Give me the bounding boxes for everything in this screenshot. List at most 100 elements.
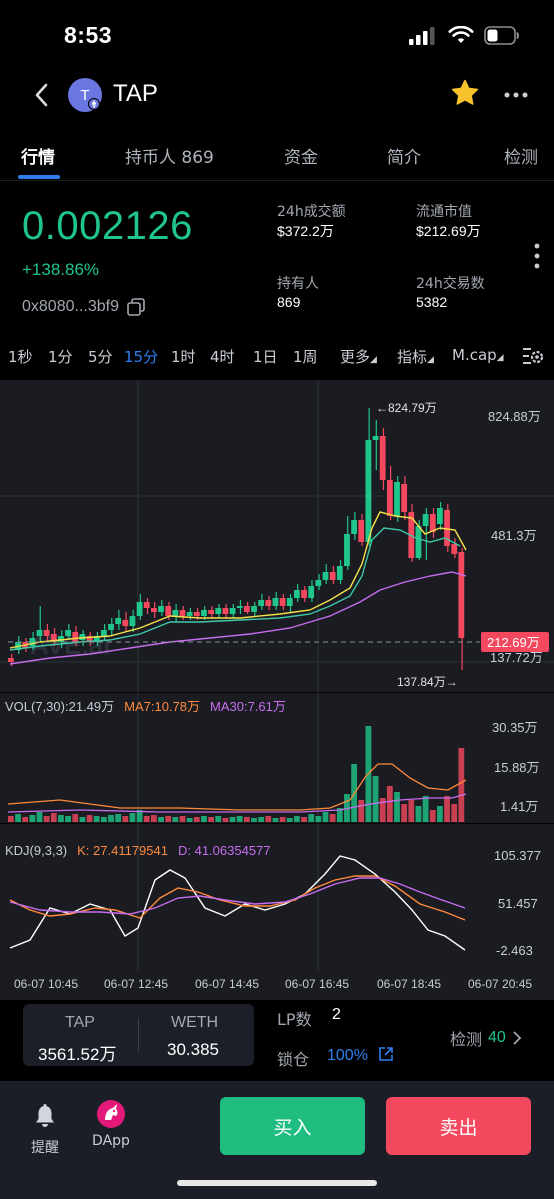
interval-1m[interactable]: 1分 [48, 348, 73, 366]
x-axis-label: 06-07 10:45 [14, 977, 78, 991]
tab-market[interactable]: 行情 [21, 148, 55, 168]
volume-bar [36, 812, 43, 822]
volume-bar [422, 796, 429, 822]
interval-1s[interactable]: 1秒 [8, 348, 33, 366]
token-logo: T [68, 78, 102, 112]
chart-settings-icon[interactable] [521, 345, 545, 367]
candle-body [451, 544, 458, 554]
kdj-y-label-high: 105.377 [494, 848, 541, 863]
candle-body [265, 600, 272, 606]
buy-button[interactable]: 买入 [220, 1097, 365, 1155]
pair-box: TAP 3561.52万 WETH 30.385 [23, 1004, 254, 1066]
tab-holders[interactable]: 持币人 869 [125, 148, 214, 168]
candle-body [437, 508, 443, 524]
interval-1w[interactable]: 1周 [293, 348, 318, 366]
candle-body [243, 606, 250, 612]
kdj-d-line [9, 877, 466, 915]
liquidity-panel: TAP 3561.52万 WETH 30.385 LP数 2 锁仓 100% 检… [0, 1000, 554, 1080]
vol-legend-ma7: MA7:10.78万 [124, 699, 200, 714]
volume-bar [143, 816, 150, 822]
candle-body [193, 612, 200, 616]
candle-body [279, 598, 286, 606]
price-ma-purple [9, 571, 467, 665]
external-link-icon[interactable] [378, 1046, 394, 1062]
candle-body [136, 602, 143, 616]
token-name: TAP [113, 80, 158, 107]
candle-body [143, 602, 150, 608]
indicator-button[interactable]: 指标◢ [397, 346, 434, 367]
candle-body [58, 636, 64, 642]
price-ma-teal [9, 527, 461, 651]
volume-bar [15, 814, 21, 822]
detect-link[interactable]: 检测 40 [450, 1026, 522, 1050]
nav-alert[interactable]: 提醒 [28, 1103, 62, 1157]
volume-bar [272, 818, 279, 822]
candle-body [258, 600, 265, 606]
volume-bar [386, 786, 393, 822]
stat-volume-label: 24h成交额 [277, 204, 346, 220]
candle-body [29, 638, 36, 646]
candle-body [108, 624, 114, 630]
kdj-legend-title: KDJ(9,3,3) [5, 843, 67, 858]
volume-bar [8, 816, 14, 822]
candle-body [401, 484, 408, 512]
home-indicator [177, 1180, 377, 1186]
nav-dapp[interactable]: DApp [89, 1100, 133, 1149]
volume-bar [251, 818, 257, 822]
interval-1h[interactable]: 1时 [171, 348, 196, 366]
interval-4h[interactable]: 4时 [210, 348, 235, 366]
volume-bar [394, 792, 400, 822]
volume-bar [415, 806, 422, 822]
interval-15m[interactable]: 15分 [124, 348, 159, 366]
candle-body [272, 598, 279, 606]
pair-divider [138, 1018, 139, 1052]
back-icon[interactable] [28, 80, 58, 110]
volume-bar [229, 817, 236, 822]
interval-more[interactable]: 更多◢ [340, 346, 377, 367]
volume-bar [408, 800, 415, 822]
lp-label: LP数 [277, 1010, 312, 1029]
volume-bar [437, 806, 443, 822]
interval-5m[interactable]: 5分 [88, 348, 113, 366]
candle-body [151, 608, 157, 612]
volume-bar [265, 816, 272, 822]
mcap-toggle[interactable]: M.cap◢ [452, 346, 504, 364]
price-low-annotation: 137.84万→ [397, 675, 458, 689]
status-bar: 8:53 [0, 0, 554, 70]
lock-percent: 100% [327, 1047, 368, 1064]
volume-bar [222, 818, 229, 822]
volume-bar [286, 818, 293, 822]
tab-detect[interactable]: 检测 [504, 148, 538, 168]
contract-address-text: 0x8080...3bf9 [22, 298, 119, 315]
dropdown-caret-icon: ◢ [370, 355, 377, 365]
volume-bar [115, 814, 122, 822]
vol-ma30-line [7, 793, 467, 813]
volume-bar [315, 816, 322, 822]
more-options-icon[interactable] [503, 82, 529, 108]
price-ma-yellow [9, 511, 467, 649]
stat-trades-label: 24h交易数 [416, 276, 485, 292]
chart-area[interactable]: AVE.ai 212.69万824.88万481.3万137.72万←824.79… [0, 380, 554, 1000]
candle-body [236, 606, 243, 608]
candle-body [372, 436, 379, 440]
contract-address[interactable]: 0x8080...3bf9 [22, 298, 145, 316]
sell-button[interactable]: 卖出 [386, 1097, 531, 1155]
copy-icon[interactable] [127, 298, 145, 316]
tab-funds[interactable]: 资金 [284, 148, 318, 168]
volume-bar [129, 813, 136, 822]
lock-value[interactable]: 100% [327, 1046, 394, 1065]
interval-1d[interactable]: 1日 [253, 348, 278, 366]
candle-body [50, 634, 57, 642]
candle-body [179, 610, 186, 616]
interval-bar: 1秒 1分 5分 15分 1时 4时 1日 1周 更多◢ 指标◢ M.cap◢ [0, 346, 554, 368]
candle-body [229, 608, 236, 614]
volume-bar [72, 814, 79, 822]
stat-holders-value: 869 [277, 294, 301, 310]
current-price-tag-bg [481, 632, 549, 652]
vol-y-label-low: 1.41万 [500, 799, 538, 814]
volume-bar [444, 796, 450, 822]
tab-intro[interactable]: 简介 [387, 148, 421, 168]
favorite-star-icon[interactable] [450, 78, 480, 108]
stats-more-icon[interactable] [533, 243, 541, 269]
kdj-j-line [9, 855, 466, 951]
